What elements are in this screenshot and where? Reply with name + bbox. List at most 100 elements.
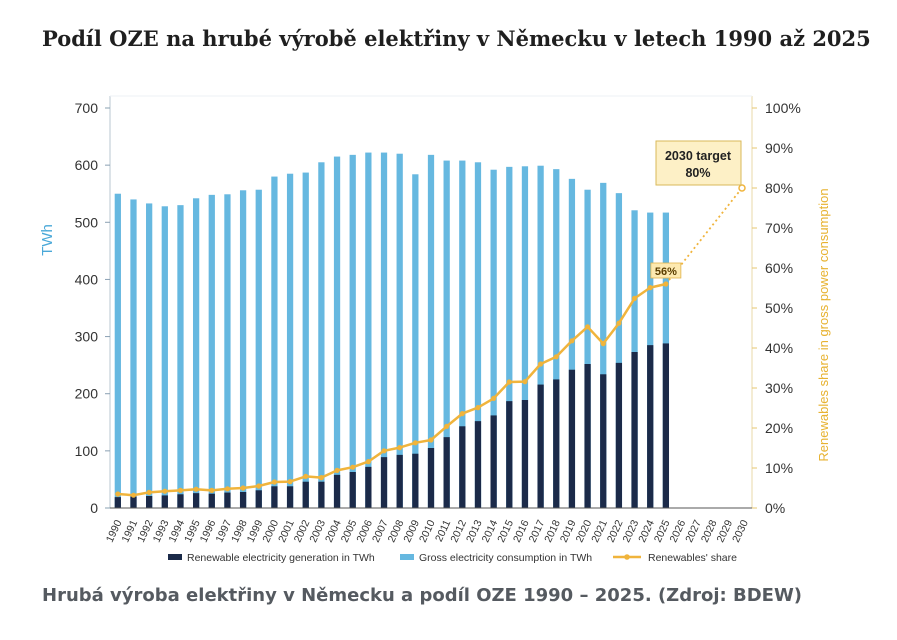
x-tick-label: 2030 — [730, 518, 751, 544]
share-point — [350, 464, 356, 470]
renewable-bar — [396, 454, 403, 508]
renewable-bar — [490, 415, 497, 508]
right-tick-label: 0% — [765, 500, 785, 516]
share-point — [162, 488, 168, 494]
target-point — [738, 184, 746, 192]
legend-label-share: Renewables' share — [648, 552, 737, 564]
consumption-bar — [584, 189, 591, 508]
share-point — [522, 379, 528, 385]
share-point — [569, 338, 575, 344]
right-tick-label: 20% — [765, 420, 793, 436]
left-tick-label: 700 — [75, 100, 99, 116]
renewable-bar — [631, 352, 638, 508]
renewable-bar — [537, 384, 544, 508]
share-point — [177, 487, 184, 493]
right-tick-label: 50% — [765, 300, 793, 316]
renewable-bar — [600, 374, 607, 508]
renewable-bar — [161, 495, 168, 508]
left-tick-label: 200 — [75, 386, 99, 402]
renewable-bar — [427, 448, 435, 508]
right-tick-label: 40% — [765, 340, 793, 356]
consumption-bar — [146, 203, 153, 508]
renewable-bar — [130, 496, 137, 508]
share-point — [318, 475, 324, 481]
consumption-bar — [490, 169, 497, 508]
consumption-bar — [286, 173, 294, 508]
renewable-bar — [584, 364, 591, 508]
renewable-bar — [380, 457, 388, 508]
consumption-bar — [239, 190, 247, 509]
consumption-bar — [208, 194, 215, 508]
consumption-bar — [365, 152, 372, 509]
renewable-bar — [318, 481, 325, 508]
consumption-bar — [224, 194, 231, 509]
consumption-bar — [568, 178, 576, 508]
share-point — [631, 295, 638, 301]
legend-swatch-share-dot — [624, 554, 630, 560]
share-point — [491, 395, 497, 401]
share-point — [224, 486, 231, 492]
consumption-bar — [161, 206, 168, 509]
renewable-bar — [662, 343, 670, 508]
share-point — [412, 440, 418, 446]
right-tick-label: 90% — [765, 140, 793, 156]
renewable-bar — [255, 490, 262, 508]
renewable-bar — [286, 486, 294, 508]
page-title: Podíl OZE na hrubé výrobě elektřiny v Ně… — [42, 26, 871, 51]
consumption-bar — [412, 174, 419, 509]
share-2025-tag — [650, 262, 682, 279]
share-point — [271, 479, 278, 485]
share-point — [475, 405, 481, 411]
consumption-bar — [459, 160, 466, 509]
target-label-line1: 2030 target — [665, 149, 732, 163]
renewable-bar — [192, 493, 200, 508]
renewable-bar — [615, 362, 623, 508]
renewable-bar — [459, 426, 466, 508]
renewable-bar — [521, 400, 529, 508]
consumption-bar — [474, 162, 482, 509]
consumption-bar — [192, 198, 200, 509]
left-tick-label: 0 — [90, 500, 98, 516]
left-tick-label: 300 — [75, 329, 99, 345]
legend-swatch-consumption — [400, 554, 414, 560]
share-point — [303, 473, 309, 479]
consumption-bar — [177, 205, 184, 508]
renewable-bar — [365, 466, 372, 508]
consumption-bar — [537, 165, 544, 508]
share-point — [256, 483, 262, 489]
share-point — [428, 437, 434, 443]
renewable-bar — [474, 421, 482, 508]
share-point — [397, 445, 403, 451]
share-point — [209, 487, 215, 493]
right-tick-label: 80% — [765, 180, 793, 196]
renewable-bar — [568, 369, 576, 508]
renewable-bar — [271, 486, 278, 508]
share-point — [444, 423, 450, 429]
share-point — [600, 341, 606, 347]
consumption-bar — [396, 153, 403, 508]
renewable-bar — [146, 496, 153, 508]
y-axis-right-title: Renewables share in gross power consumpt… — [816, 188, 831, 461]
share-point — [553, 354, 559, 360]
consumption-bar — [114, 193, 121, 508]
renewable-bar — [647, 345, 654, 508]
consumption-bar — [615, 193, 623, 508]
legend-swatch-renewable — [168, 554, 182, 560]
consumption-bar — [130, 199, 137, 508]
renewable-bar — [177, 494, 184, 508]
figure-caption: Hrubá výroba elektřiny v Německu a podíl… — [42, 585, 803, 606]
target-box — [655, 140, 742, 186]
consumption-bar — [427, 154, 435, 508]
share-point — [334, 467, 340, 473]
share-point — [146, 489, 152, 495]
share-point — [459, 411, 465, 417]
y-axis-title: TWh — [39, 224, 56, 256]
legend-label-renewable: Renewable electricity generation in TWh — [187, 552, 375, 564]
share-point — [130, 492, 137, 498]
left-tick-label: 600 — [75, 157, 99, 173]
consumption-bar — [302, 172, 309, 509]
consumption-bar — [443, 160, 450, 509]
share-point — [616, 320, 622, 326]
